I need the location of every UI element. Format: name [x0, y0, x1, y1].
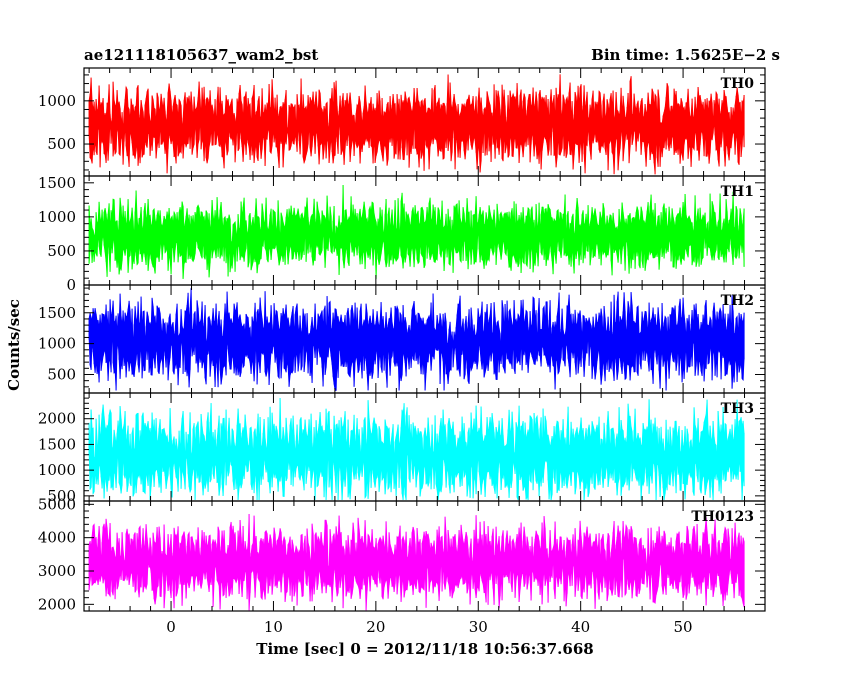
y-tick-label: 500 [47, 487, 76, 505]
y-tick-label: 500 [47, 365, 76, 383]
x-axis-label: Time [sec] 0 = 2012/11/18 10:56:37.668 [256, 640, 593, 658]
y-tick-label: 1500 [38, 435, 76, 453]
y-tick-label: 500 [47, 135, 76, 153]
panel-label-th1: TH1 [721, 184, 754, 200]
panel-th0123: 2000 3000 4000 5000 TH0123 [38, 495, 766, 613]
panel-label-th0123: TH0123 [691, 509, 754, 525]
panel-th2: 500 1000 1500 TH2 [38, 284, 766, 394]
chart-title: ae121118105637_wam2_bst [84, 46, 318, 64]
y-tick-label: 0 [66, 276, 76, 294]
y-tick-label: 3000 [38, 562, 76, 580]
x-tick-label: 0 [166, 618, 176, 636]
x-tick-label: 10 [264, 618, 283, 636]
panel-label-th3: TH3 [721, 401, 754, 417]
bin-time-label: Bin time: 1.5625E−2 s [591, 46, 780, 64]
y-tick-label: 2000 [38, 595, 76, 613]
y-tick-label: 1000 [38, 335, 76, 353]
x-tick-label: 30 [469, 618, 488, 636]
y-tick-label: 1500 [38, 304, 76, 322]
series-spikes-th1 [88, 185, 745, 279]
x-tick-label: 40 [571, 618, 590, 636]
y-tick-label: 1500 [38, 174, 76, 192]
panel-th1: 0 500 1000 1500 TH1 [38, 174, 766, 294]
panel-th0: 500 1000 TH0 [38, 67, 766, 177]
series-spikes-th0123 [88, 514, 745, 611]
y-tick-label: 1000 [38, 461, 76, 479]
y-tick-label: 5000 [38, 495, 76, 513]
series-spikes-th2 [88, 288, 745, 391]
series-spikes-th0 [88, 74, 745, 175]
y-tick-label: 1000 [38, 92, 76, 110]
y-tick-label: 500 [47, 242, 76, 260]
x-tick-label: 20 [366, 618, 385, 636]
y-tick-label: 4000 [38, 529, 76, 547]
y-tick-label: 1000 [38, 208, 76, 226]
panel-frame [83, 500, 766, 612]
x-tick-label: 50 [674, 618, 693, 636]
panel-label-th0: TH0 [721, 76, 755, 92]
y-tick-label: 2000 [38, 410, 76, 428]
panel-label-th2: TH2 [721, 293, 754, 309]
series-spikes-th3 [88, 398, 745, 500]
panels-group: 5001000TH0050010001500TH150010001500TH25… [38, 67, 766, 636]
y-axis-label: Counts/sec [5, 299, 23, 391]
panel-th3: 500 1000 1500 2000 TH3 [38, 392, 766, 505]
